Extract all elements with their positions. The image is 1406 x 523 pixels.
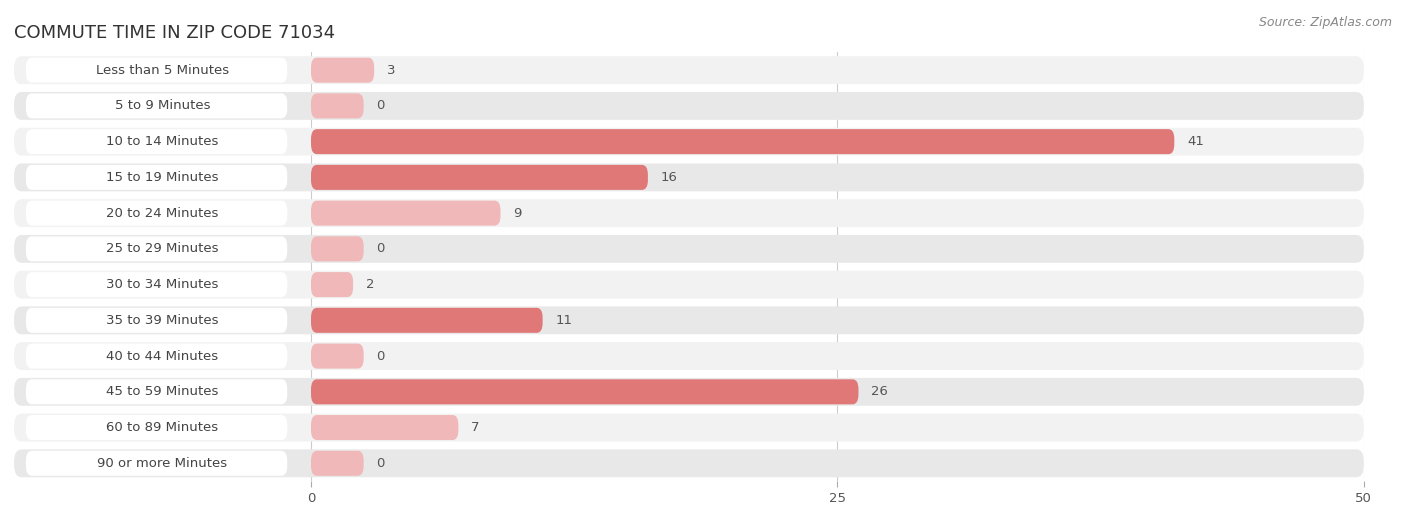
FancyBboxPatch shape — [14, 306, 1364, 334]
FancyBboxPatch shape — [14, 164, 1364, 191]
FancyBboxPatch shape — [311, 308, 543, 333]
FancyBboxPatch shape — [14, 235, 1364, 263]
FancyBboxPatch shape — [25, 129, 287, 154]
FancyBboxPatch shape — [25, 201, 287, 225]
FancyBboxPatch shape — [25, 58, 287, 83]
FancyBboxPatch shape — [311, 272, 353, 297]
Text: 16: 16 — [661, 171, 678, 184]
FancyBboxPatch shape — [14, 378, 1364, 406]
FancyBboxPatch shape — [311, 344, 364, 369]
FancyBboxPatch shape — [25, 344, 287, 369]
FancyBboxPatch shape — [25, 236, 287, 262]
Text: 10 to 14 Minutes: 10 to 14 Minutes — [107, 135, 219, 148]
Text: 2: 2 — [366, 278, 374, 291]
FancyBboxPatch shape — [311, 94, 364, 118]
Text: 0: 0 — [377, 349, 385, 362]
FancyBboxPatch shape — [311, 451, 364, 476]
FancyBboxPatch shape — [14, 128, 1364, 155]
FancyBboxPatch shape — [25, 272, 287, 297]
Text: 20 to 24 Minutes: 20 to 24 Minutes — [107, 207, 219, 220]
Text: 5 to 9 Minutes: 5 to 9 Minutes — [115, 99, 211, 112]
FancyBboxPatch shape — [25, 415, 287, 440]
Text: 3: 3 — [387, 64, 395, 77]
Text: 60 to 89 Minutes: 60 to 89 Minutes — [107, 421, 218, 434]
Text: COMMUTE TIME IN ZIP CODE 71034: COMMUTE TIME IN ZIP CODE 71034 — [14, 25, 335, 42]
FancyBboxPatch shape — [14, 271, 1364, 299]
FancyBboxPatch shape — [311, 236, 364, 262]
FancyBboxPatch shape — [25, 165, 287, 190]
Text: 35 to 39 Minutes: 35 to 39 Minutes — [107, 314, 219, 327]
FancyBboxPatch shape — [311, 379, 859, 404]
Text: Less than 5 Minutes: Less than 5 Minutes — [96, 64, 229, 77]
FancyBboxPatch shape — [311, 165, 648, 190]
FancyBboxPatch shape — [14, 342, 1364, 370]
Text: 30 to 34 Minutes: 30 to 34 Minutes — [107, 278, 219, 291]
Text: 90 or more Minutes: 90 or more Minutes — [97, 457, 228, 470]
FancyBboxPatch shape — [311, 415, 458, 440]
FancyBboxPatch shape — [311, 201, 501, 225]
Text: 40 to 44 Minutes: 40 to 44 Minutes — [107, 349, 218, 362]
Text: 25 to 29 Minutes: 25 to 29 Minutes — [107, 242, 219, 255]
Text: 11: 11 — [555, 314, 572, 327]
FancyBboxPatch shape — [311, 58, 374, 83]
Text: 7: 7 — [471, 421, 479, 434]
Text: 0: 0 — [377, 242, 385, 255]
Text: 45 to 59 Minutes: 45 to 59 Minutes — [107, 385, 219, 399]
Text: Source: ZipAtlas.com: Source: ZipAtlas.com — [1258, 16, 1392, 29]
Text: 26: 26 — [872, 385, 889, 399]
FancyBboxPatch shape — [25, 379, 287, 404]
FancyBboxPatch shape — [25, 451, 287, 476]
FancyBboxPatch shape — [25, 94, 287, 118]
FancyBboxPatch shape — [14, 414, 1364, 441]
Text: 15 to 19 Minutes: 15 to 19 Minutes — [107, 171, 219, 184]
FancyBboxPatch shape — [14, 449, 1364, 477]
FancyBboxPatch shape — [14, 199, 1364, 227]
Text: 0: 0 — [377, 457, 385, 470]
Text: 41: 41 — [1187, 135, 1204, 148]
Text: 0: 0 — [377, 99, 385, 112]
Text: 9: 9 — [513, 207, 522, 220]
FancyBboxPatch shape — [14, 92, 1364, 120]
FancyBboxPatch shape — [311, 129, 1174, 154]
FancyBboxPatch shape — [25, 308, 287, 333]
FancyBboxPatch shape — [14, 56, 1364, 84]
